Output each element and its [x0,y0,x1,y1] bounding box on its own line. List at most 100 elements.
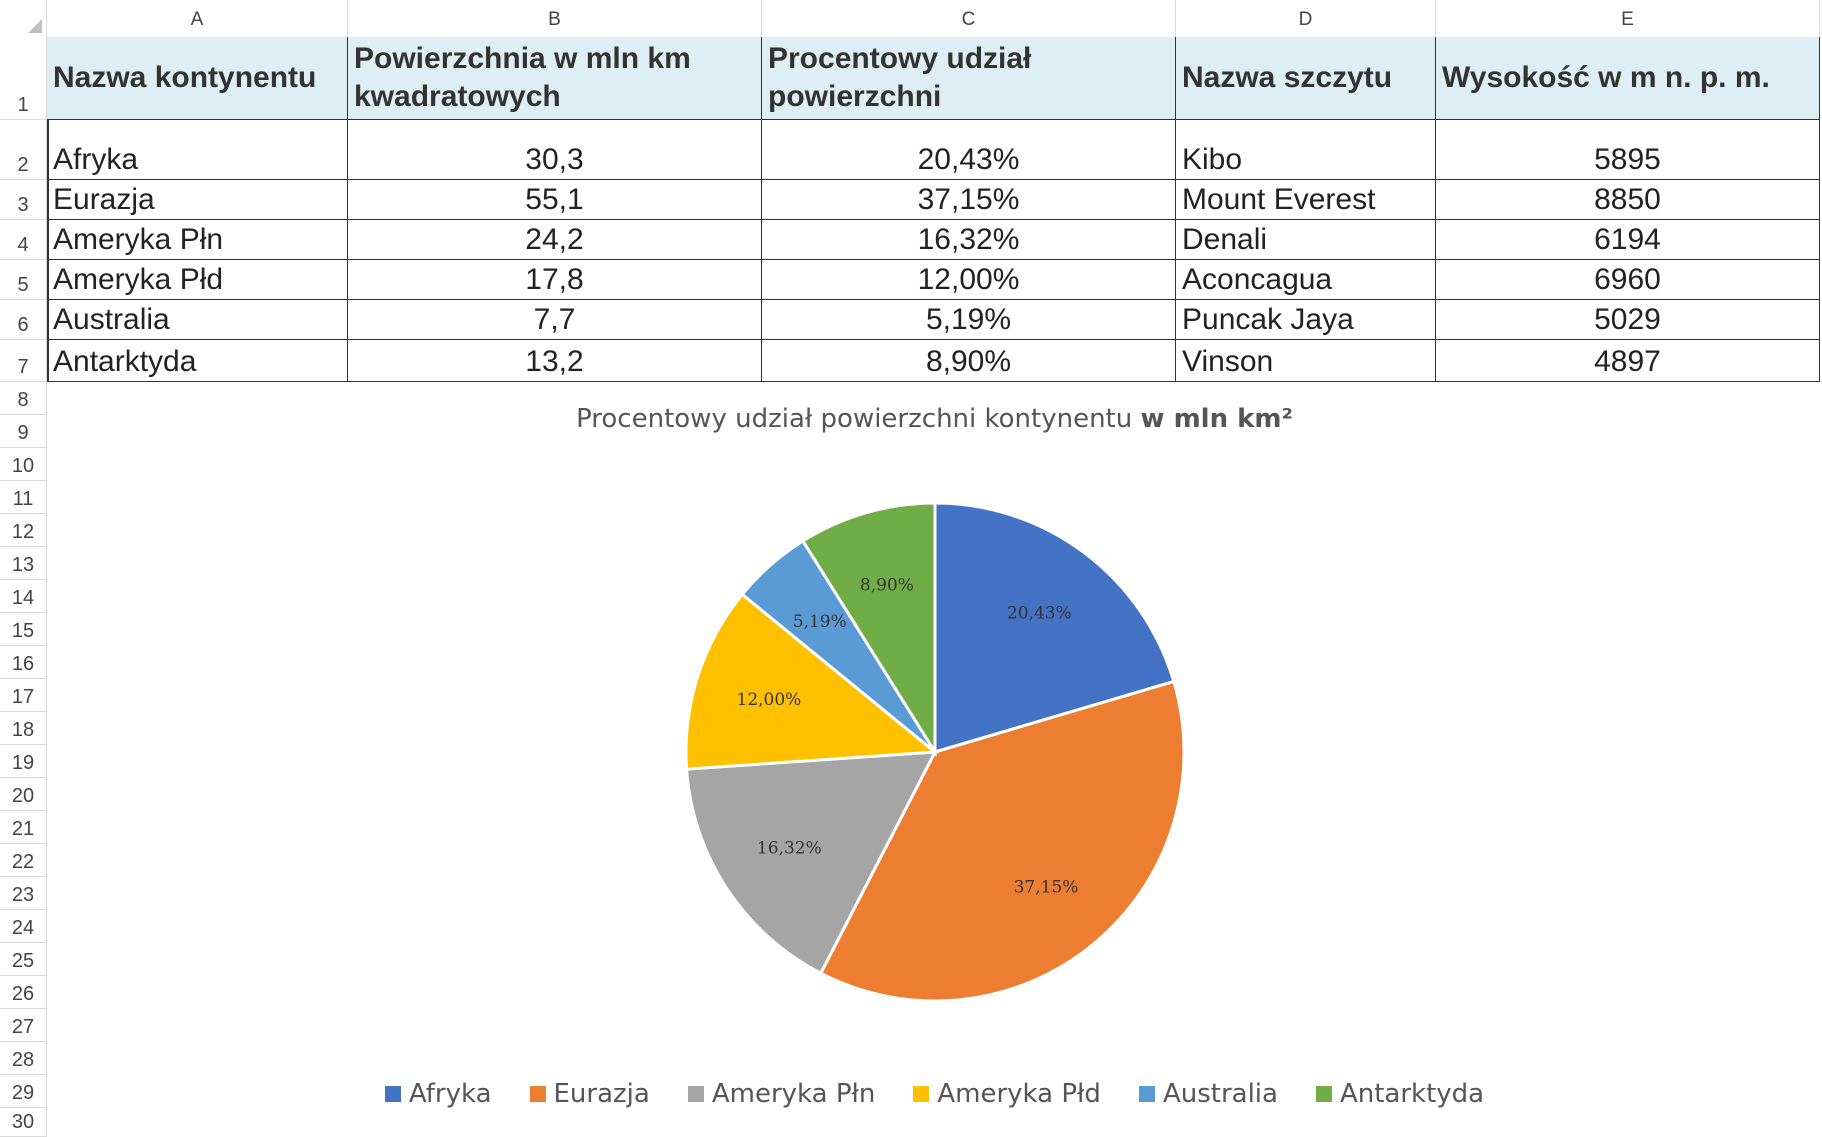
row-header-3[interactable]: 3 [0,180,47,220]
cell-height[interactable]: 5029 [1436,300,1820,340]
pie-slice-ameryka-płn[interactable] [684,750,938,976]
cell-continent[interactable]: Antarktyda [47,340,348,382]
column-header-a[interactable]: A [47,0,348,37]
row-header-19[interactable]: 19 [0,745,47,778]
legend-label: Ameryka Płd [937,1079,1101,1109]
row-header-9[interactable]: 9 [0,415,47,448]
cell-area[interactable]: 24,2 [348,220,762,260]
cell-height[interactable]: 6194 [1436,220,1820,260]
cell-text: 6194 [1594,223,1661,256]
row-header-23[interactable]: 23 [0,877,47,910]
cell-height[interactable]: 6960 [1436,260,1820,300]
row-header-28[interactable]: 28 [0,1042,47,1075]
row-header-1[interactable]: 1 [0,37,47,120]
row-header-18[interactable]: 18 [0,712,47,745]
legend-swatch [687,1086,704,1102]
legend-item[interactable]: Ameryka Płn [687,1079,875,1109]
cell-continent[interactable]: Australia [47,300,348,340]
row-header-7[interactable]: 7 [0,340,47,382]
data-label: 12,00% [737,690,802,710]
row-header-5[interactable]: 5 [0,260,47,300]
cell-share[interactable]: 8,90% [762,340,1176,382]
row-header-16[interactable]: 16 [0,646,47,679]
row-header-29[interactable]: 29 [0,1075,47,1108]
cell-area[interactable]: 7,7 [348,300,762,340]
cell-share[interactable]: 20,43% [762,120,1176,180]
column-header-b[interactable]: B [348,0,762,37]
cell-peak[interactable]: Aconcagua [1176,260,1436,300]
cell-text: 13,2 [525,345,584,378]
cell-continent[interactable]: Ameryka Płn [47,220,348,260]
cell-area[interactable]: 55,1 [348,180,762,220]
row-header-11[interactable]: 11 [0,481,47,514]
cell-share[interactable]: 12,00% [762,260,1176,300]
row-header-24[interactable]: 24 [0,910,47,943]
header-cell-continent[interactable]: Nazwa kontynentu [47,37,348,120]
row-header-27[interactable]: 27 [0,1009,47,1042]
column-header-e[interactable]: E [1436,0,1820,37]
data-label: 16,32% [757,839,822,859]
cell-peak[interactable]: Denali [1176,220,1436,260]
legend-item[interactable]: Eurazja [529,1079,650,1109]
cell-text: 8850 [1594,183,1661,216]
select-all-corner[interactable] [0,0,47,37]
select-all-icon [28,19,42,33]
cell-peak[interactable]: Kibo [1176,120,1436,180]
column-header-bar: A B C D E [0,0,1822,37]
cell-height[interactable]: 4897 [1436,340,1820,382]
pie-chart[interactable]: Procentowy udział powierzchni kontynentu… [47,382,1822,1137]
cell-area[interactable]: 17,8 [348,260,762,300]
cell-peak[interactable]: Puncak Jaya [1176,300,1436,340]
header-cell-peak[interactable]: Nazwa szczytu [1176,37,1436,120]
pie-slice-antarktyda[interactable] [800,501,937,758]
cell-peak[interactable]: Vinson [1176,340,1436,382]
header-cell-share[interactable]: Procentowy udział powierzchni [762,37,1176,120]
row-header-13[interactable]: 13 [0,547,47,580]
header-cell-height[interactable]: Wysokość w m n. p. m. [1436,37,1820,120]
cell-share[interactable]: 37,15% [762,180,1176,220]
cell-text: 5,19% [925,303,1012,336]
header-cell-area[interactable]: Powierzchnia w mln km kwadratowych [348,37,762,120]
pie-slice-eurazja[interactable] [818,679,1186,1003]
row-header-8[interactable]: 8 [0,382,47,415]
data-label: 20,43% [1007,603,1072,623]
cell-text: Powierzchnia w mln km kwadratowych [354,42,691,113]
row-header-26[interactable]: 26 [0,976,47,1009]
legend-label: Eurazja [553,1079,650,1109]
row-header-25[interactable]: 25 [0,943,47,976]
cell-share[interactable]: 16,32% [762,220,1176,260]
cell-share[interactable]: 5,19% [762,300,1176,340]
cell-height[interactable]: 8850 [1436,180,1820,220]
row-header-17[interactable]: 17 [0,679,47,712]
row-header-20[interactable]: 20 [0,778,47,811]
row-header-15[interactable]: 15 [0,613,47,646]
row-header-2[interactable]: 2 [0,120,47,180]
cell-continent[interactable]: Afryka [47,120,348,180]
legend-swatch [913,1086,930,1102]
cell-continent[interactable]: Ameryka Płd [47,260,348,300]
legend-item[interactable]: Australia [1138,1079,1278,1109]
row-header-10[interactable]: 10 [0,448,47,481]
pie-slice-ameryka-płd[interactable] [684,592,939,771]
cell-height[interactable]: 5895 [1436,120,1820,180]
cell-text: Eurazja [53,183,155,216]
pie-slice-afryka[interactable] [933,501,1176,755]
cell-continent[interactable]: Eurazja [47,180,348,220]
legend-item[interactable]: Antarktyda [1315,1079,1484,1109]
row-header-30[interactable]: 30 [0,1108,47,1137]
cell-area[interactable]: 13,2 [348,340,762,382]
cell-area[interactable]: 30,3 [348,120,762,180]
cell-peak[interactable]: Mount Everest [1176,180,1436,220]
column-header-c[interactable]: C [762,0,1176,37]
row-header-14[interactable]: 14 [0,580,47,613]
column-header-d[interactable]: D [1176,0,1436,37]
row-header-22[interactable]: 22 [0,844,47,877]
pie-chart-plot: 20,43% 37,15% 16,32% 12,00% 5,19% 8,90% [684,501,1186,1003]
row-header-6[interactable]: 6 [0,300,47,340]
row-header-4[interactable]: 4 [0,220,47,260]
legend-item[interactable]: Afryka [384,1079,492,1109]
chart-legend: Afryka Eurazja Ameryka Płn Ameryka Płd Austr… [47,1079,1822,1109]
row-header-21[interactable]: 21 [0,811,47,844]
row-header-12[interactable]: 12 [0,514,47,547]
legend-item[interactable]: Ameryka Płd [913,1079,1101,1109]
